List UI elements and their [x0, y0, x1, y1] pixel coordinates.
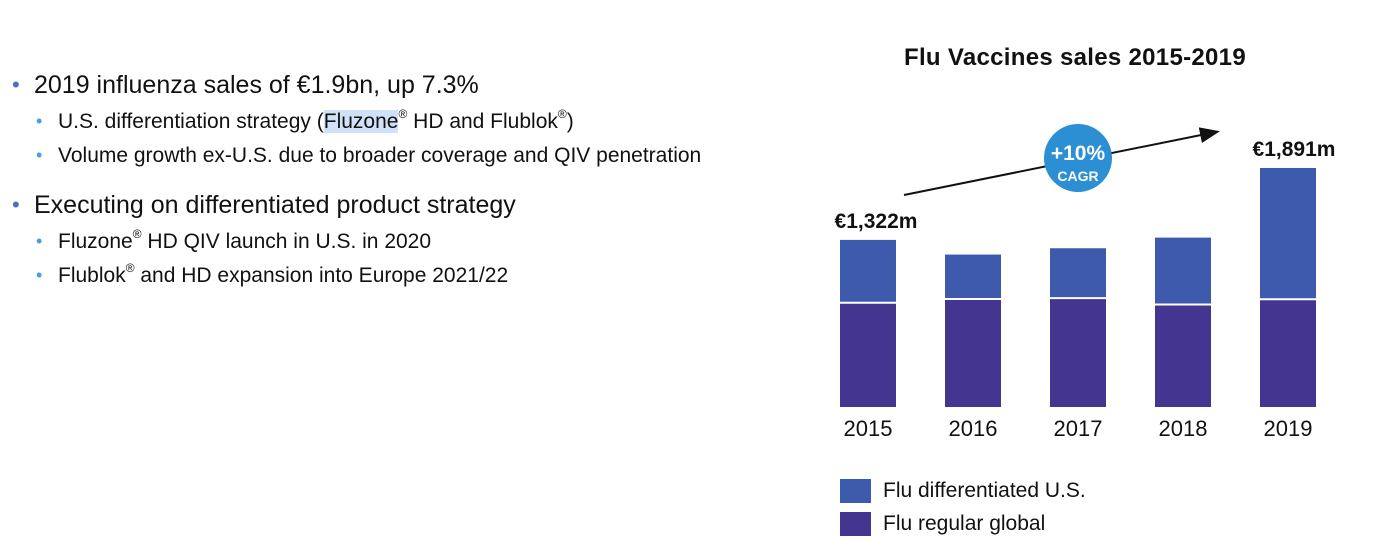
bullet-volume-growth: • Volume growth ex-U.S. due to broader c… [12, 141, 712, 170]
cagr-label: CAGR [1057, 168, 1098, 184]
legend-swatch-differentiated [840, 478, 871, 503]
total-label-2019: €1,891m [1253, 138, 1336, 161]
bullet-dot: • [36, 265, 43, 285]
bar-differentiated-2016 [945, 254, 1001, 300]
bar-differentiated-2017 [1050, 248, 1106, 299]
bar-regular-2018 [1155, 304, 1211, 407]
bullet-dot: • [36, 145, 43, 165]
total-label-2015: €1,322m [835, 210, 918, 233]
bar-differentiated-2019 [1260, 167, 1316, 300]
legend-swatch-regular [840, 511, 871, 536]
bullet-list: • 2019 influenza sales of €1.9bn, up 7.3… [12, 68, 712, 290]
x-tick-2015: 2015 [844, 416, 893, 441]
bar-differentiated-2015 [840, 239, 896, 303]
bullet-fluzone-launch: • Fluzone® HD QIV launch in U.S. in 2020 [12, 227, 712, 256]
legend-item-differentiated: Flu differentiated U.S. [840, 474, 1086, 507]
bar-regular-2016 [945, 299, 1001, 407]
chart-title: Flu Vaccines sales 2015-2019 [904, 44, 1246, 71]
bullet-influenza-sales: • 2019 influenza sales of €1.9bn, up 7.3… [12, 68, 712, 102]
cagr-value: +10% [1051, 142, 1106, 165]
highlighted-text: Fluzone [323, 110, 399, 133]
bullet-dot: • [36, 231, 43, 251]
bar-regular-2015 [840, 302, 896, 407]
legend-item-regular: Flu regular global [840, 507, 1086, 540]
bullet-us-differentiation: • U.S. differentiation strategy (Fluzone… [12, 107, 712, 136]
chart-legend: Flu differentiated U.S. Flu regular glob… [840, 474, 1086, 540]
bar-regular-2019 [1260, 299, 1316, 407]
cagr-badge [1044, 124, 1112, 192]
x-tick-2016: 2016 [949, 416, 998, 441]
x-tick-2019: 2019 [1264, 416, 1313, 441]
bullet-dot: • [12, 72, 20, 97]
bar-regular-2017 [1050, 298, 1106, 407]
bullet-flublok-expansion: • Flublok® and HD expansion into Europe … [12, 261, 712, 290]
bullet-executing-strategy: • Executing on differentiated product st… [12, 188, 712, 222]
bullet-dot: • [12, 192, 20, 217]
x-tick-2017: 2017 [1054, 416, 1103, 441]
bullet-dot: • [36, 111, 43, 131]
x-tick-2018: 2018 [1159, 416, 1208, 441]
bar-differentiated-2018 [1155, 237, 1211, 305]
